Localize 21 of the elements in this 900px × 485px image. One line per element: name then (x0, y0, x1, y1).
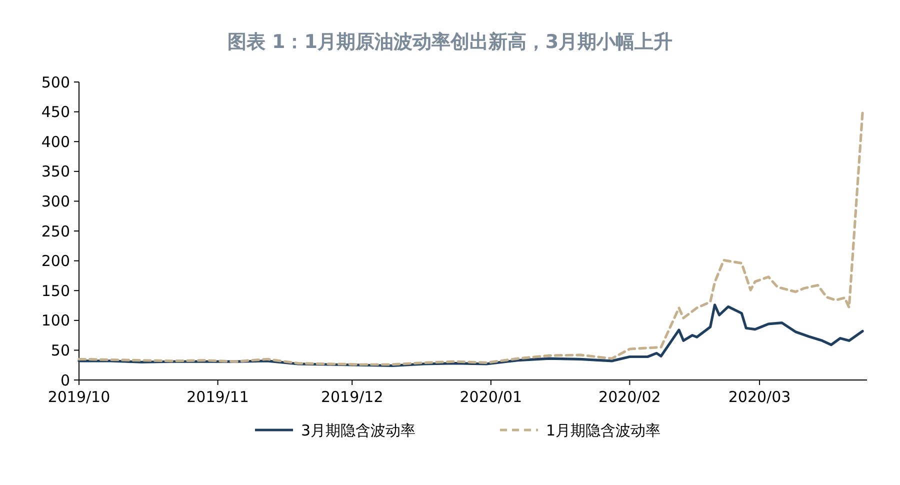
y-tick-label: 0 (60, 371, 70, 390)
chart-title: 图表 1：1月期原油波动率创出新高，3月期小幅上升 (227, 31, 673, 53)
y-tick-label: 100 (41, 312, 70, 330)
x-tick-label: 2020/02 (598, 388, 661, 406)
y-tick-label: 150 (41, 282, 70, 300)
x-tick-label: 2020/01 (460, 388, 522, 406)
x-tick-label: 2020/03 (728, 388, 791, 406)
y-tick-label: 400 (41, 132, 70, 151)
y-tick-label: 50 (50, 341, 70, 360)
x-tick-label: 2019/12 (320, 388, 384, 406)
y-tick-label: 250 (41, 222, 70, 240)
y-tick-label: 200 (41, 252, 70, 270)
x-tick-label: 2019/11 (186, 388, 249, 406)
legend-label: 1月期隐含波动率 (546, 421, 661, 440)
y-tick-label: 300 (41, 192, 70, 210)
y-tick-label: 350 (41, 162, 70, 181)
x-tick-label: 2019/10 (48, 388, 110, 406)
legend-label: 3月期隐含波动率 (301, 421, 416, 440)
y-tick-label: 500 (41, 73, 70, 92)
y-tick-label: 450 (41, 103, 70, 122)
line-series (78, 112, 864, 366)
